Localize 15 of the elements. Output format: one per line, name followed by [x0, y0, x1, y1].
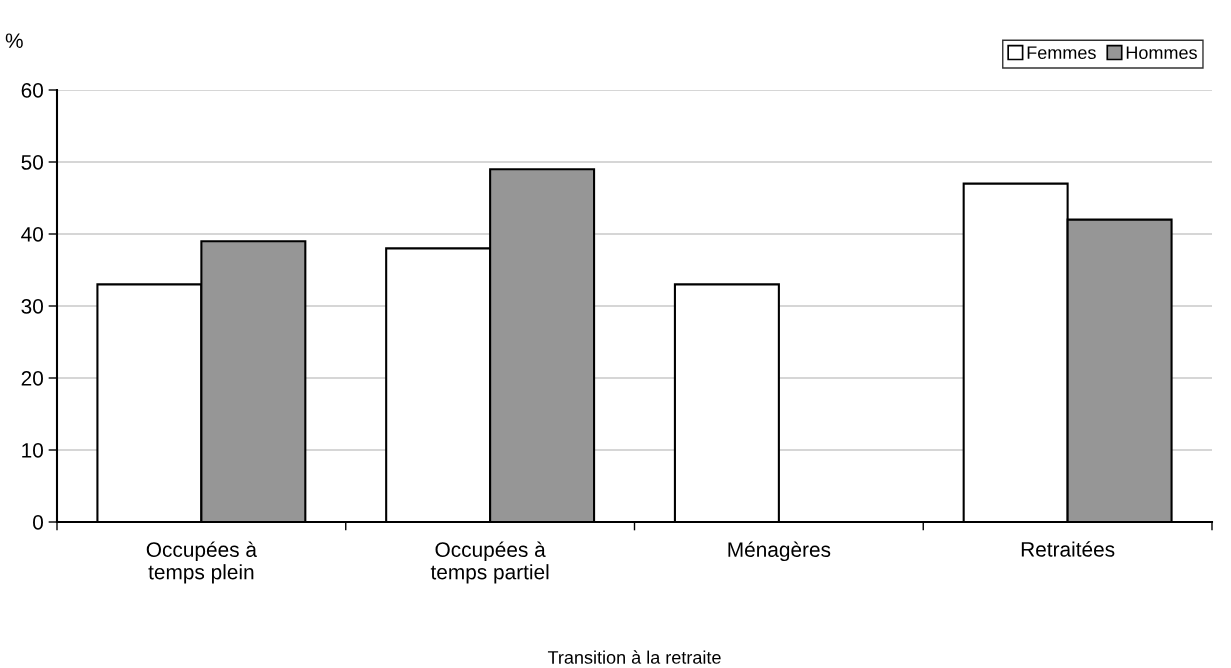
y-tick-label: 60 — [21, 83, 43, 98]
y-tick-label: 20 — [21, 371, 43, 386]
x-tick-label: Retraitées — [1021, 541, 1115, 557]
y-axis-title: % — [5, 33, 23, 48]
x-tick-label: Ménagères — [728, 541, 831, 562]
legend-label: Hommes — [1126, 46, 1197, 60]
y-tick-label: 0 — [33, 515, 43, 530]
x-axis-title: Transition à la retraite — [547, 650, 721, 664]
y-tick-label: 30 — [21, 299, 43, 314]
legend-label: Femmes — [1027, 46, 1096, 60]
x-tick-label: Occupées à temps plein — [146, 541, 257, 584]
x-tick-label: Occupées à temps partiel — [430, 541, 549, 584]
y-tick-label: 50 — [21, 155, 43, 170]
y-tick-label: 40 — [21, 227, 43, 242]
y-tick-label: 10 — [22, 443, 43, 458]
